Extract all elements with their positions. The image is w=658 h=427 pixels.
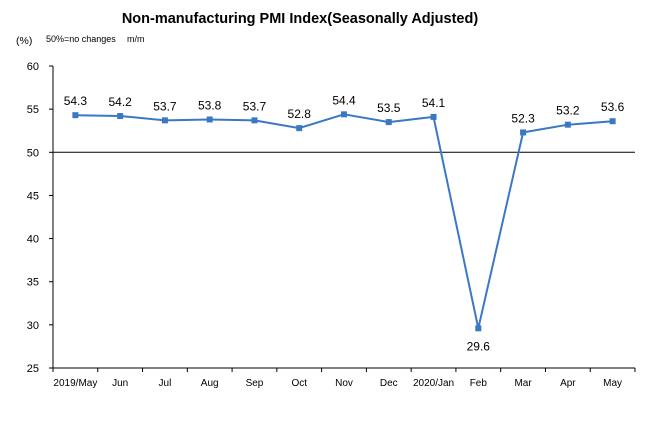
chart-title: Non-manufacturing PMI Index(Seasonally A… [122, 11, 479, 27]
data-label: 52.8 [288, 107, 312, 121]
x-axis: 2019/May Jun Jul Aug Sep Oct Nov Dec 2020/Jan Feb… [52, 151, 636, 389]
y-tick-label: 25 [27, 363, 39, 375]
x-tick-label: May [603, 378, 622, 389]
x-tick-label: Apr [560, 378, 576, 389]
x-tick-label: 2019/May [53, 378, 97, 389]
data-point-marker [475, 325, 482, 332]
data-point-marker [72, 112, 79, 119]
data-label: 53.2 [556, 104, 580, 118]
data-point-marker [251, 117, 258, 124]
data-point-marker [520, 129, 527, 136]
data-label: 54.4 [332, 93, 356, 107]
x-tick-label: Dec [380, 378, 398, 389]
data-label: 53.7 [243, 99, 267, 113]
data-point-marker [430, 113, 437, 120]
x-tick-label: Oct [291, 378, 307, 389]
x-tick-label: 2020/Jan [413, 378, 454, 389]
x-tick-label: Aug [201, 378, 219, 389]
x-tick-label: Jun [112, 378, 128, 389]
x-tick-label: Mar [514, 378, 532, 389]
y-tick-label: 35 [27, 277, 39, 289]
y-axis: 60 55 50 45 40 35 30 25 [27, 61, 54, 375]
data-point-marker [341, 111, 347, 118]
y-unit-label: (%) [16, 35, 32, 47]
data-label: 54.3 [64, 94, 88, 108]
x-tick-label: Nov [335, 378, 353, 389]
data-label: 52.3 [511, 111, 535, 125]
data-point-marker [206, 116, 213, 123]
data-point-marker [609, 118, 616, 125]
y-tick-label: 40 [27, 234, 39, 246]
y-tick-label: 30 [27, 320, 39, 332]
x-tick-label: Jul [159, 378, 172, 389]
pmi-series: 54.3 54.2 53.7 53.8 53.7 52.8 54.4 53.5 54.1 29.6… [64, 93, 625, 353]
data-label: 29.6 [467, 339, 491, 353]
data-label: 53.8 [198, 98, 222, 112]
x-tick-label: Feb [470, 378, 488, 389]
note-label: 50%=no changes [46, 34, 116, 44]
data-label: 54.2 [108, 95, 132, 109]
data-point-marker [161, 117, 168, 124]
y-tick-label: 45 [27, 190, 39, 202]
data-point-marker [564, 121, 571, 128]
note-period-label: m/m [127, 34, 145, 44]
x-tick-label: Sep [246, 378, 264, 389]
data-label: 54.1 [422, 96, 446, 110]
data-label: 53.7 [153, 99, 177, 113]
data-point-marker [296, 125, 303, 132]
data-point-marker [117, 113, 124, 120]
y-tick-label: 50 [27, 147, 39, 159]
data-point-marker [385, 119, 392, 126]
y-tick-label: 60 [27, 61, 39, 73]
data-label: 53.5 [377, 101, 401, 115]
y-tick-label: 55 [27, 104, 39, 116]
series-line [75, 113, 613, 330]
data-label: 53.6 [601, 100, 625, 114]
